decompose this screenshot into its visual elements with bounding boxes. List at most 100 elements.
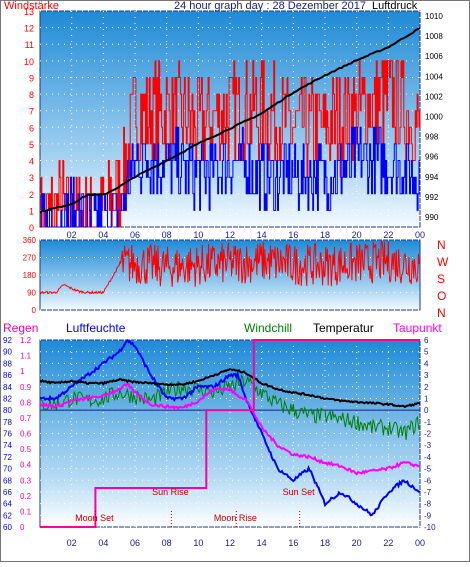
y-tick-label: 12 [24,24,34,34]
legend-windchill: Windchill [244,321,292,335]
y-tick-label: 72 [3,453,12,462]
compass-letter: O [437,289,446,303]
y-tick-label: 1008 [425,32,443,41]
x-axis-hours-1: 02 04 06 08 10 12 14 16 18 20 22 00 [67,230,425,240]
y-tick-label: 80 [3,406,12,415]
chart-title: 24 hour graph day : 28 Dezember 2017 [174,0,366,12]
y-tick-label: 90 [3,348,12,357]
x-tick-label: 12 [225,538,235,548]
y-tick-label: 0.5 [20,445,32,454]
y-tick-label: 0 [424,406,429,415]
panel-temp-humidity [39,339,421,528]
y-tick-label: 1.1 [20,352,32,361]
x-tick-label: 08 [162,230,172,240]
y-tick-label: -1 [424,418,432,427]
legend-taupunkt: Taupunkt [393,321,442,335]
y-tick-label: 0.2 [20,492,32,501]
y-axis-direction: 0 90 180 270 360 [23,236,37,315]
y-tick-label: 13 [24,7,34,17]
y-tick-label: 1 [20,367,25,376]
x-tick-label: 00 [415,538,425,548]
panel-wind-direction [39,239,421,311]
y-tick-label: 88 [3,359,12,368]
x-tick-label: 16 [288,230,298,240]
y-tick-label: -4 [424,453,432,462]
windchill-line [39,374,421,440]
wind-gust-line [40,126,420,228]
y-tick-label: -6 [424,476,432,485]
compass-letter: W [437,255,449,269]
y-axis-temperature: 6 5 4 3 2 1 0 -1 -2 -3 -4 -5 -6 -7 -8 -9 -10 [424,336,436,532]
y-tick-label: -5 [424,465,432,474]
x-tick-label: 20 [352,230,362,240]
x-tick-label: 22 [383,538,393,548]
y-axis-right-pressure: 990 992 994 996 998 1000 1002 1004 1006 1008 1010 [425,12,443,222]
y-tick-label: 76 [3,430,12,439]
wind-direction-line [39,240,420,295]
y-tick-label: 992 [425,193,439,202]
x-tick-label: 06 [130,230,140,240]
y-tick-label: -3 [424,441,432,450]
y-tick-label: 1006 [425,52,443,61]
x-tick-label: 08 [162,538,172,548]
ylabel-luftdruck: Luftdruck [372,0,418,12]
y-tick-label: 82 [3,394,12,403]
y-tick-label: 360 [23,236,37,245]
y-tick-label: 1000 [425,112,443,121]
dewpoint-line [39,381,421,476]
y-tick-label: 8 [29,90,34,100]
y-tick-label: 1 [29,206,34,216]
x-tick-label: 18 [320,538,330,548]
y-tick-label: 9 [29,73,34,83]
wind-pressure-series [39,27,421,228]
compass-letter: S [437,272,445,286]
y-tick-label: 62 [3,511,12,520]
y-tick-label: 60 [3,523,12,532]
y-tick-label: 64 [3,500,12,509]
y-tick-label: 998 [425,133,439,142]
y-tick-label: 78 [3,418,12,427]
y-tick-label: -8 [424,500,432,509]
y-tick-label: 6 [424,336,429,345]
x-tick-label: 16 [288,538,298,548]
pressure-line [39,27,421,214]
x-tick-label: 00 [415,230,425,240]
humidity-line [39,338,420,517]
y-tick-label: 0.6 [20,430,32,439]
y-tick-label: 2 [29,190,34,200]
y-tick-label: 4 [424,359,429,368]
y-tick-label: 1010 [425,12,443,21]
compass-letter: N [437,238,446,252]
x-tick-label: 02 [67,230,77,240]
ylabel-windstaerke: Windstärke [4,0,59,12]
y-tick-label: 1 [424,394,429,403]
y-tick-label: 270 [23,254,37,263]
x-tick-label: 10 [193,538,203,548]
y-tick-label: 0.9 [20,383,32,392]
y-tick-label: 66 [3,488,12,497]
x-tick-label: 02 [67,538,77,548]
annotation-label: Moon Set [75,513,114,523]
annotation-label: Moon Rise [214,513,257,523]
y-tick-label: 0.8 [20,398,32,407]
y-tick-label: 5 [29,140,34,150]
y-tick-label: 4 [29,157,34,167]
y-tick-label: -9 [424,511,432,520]
x-tick-label: 04 [98,230,108,240]
y-tick-label: 0.7 [20,414,32,423]
y-tick-label: 0 [29,223,34,233]
y-tick-label: 10 [24,57,34,67]
y-axis-humidity: 60 62 64 66 68 70 72 74 76 78 80 82 84 86 88 90 92 [3,336,12,532]
y-tick-label: 2 [424,383,429,392]
legend-luftfeuchte: Luftfeuchte [66,321,126,335]
y-tick-label: 1.2 [20,336,32,345]
y-tick-label: 86 [3,371,12,380]
x-tick-label: 14 [257,538,267,548]
y-tick-label: -2 [424,430,432,439]
y-tick-label: 70 [3,465,12,474]
y-tick-label: 6 [29,123,34,133]
annotation-label: Sun Rise [152,487,189,497]
